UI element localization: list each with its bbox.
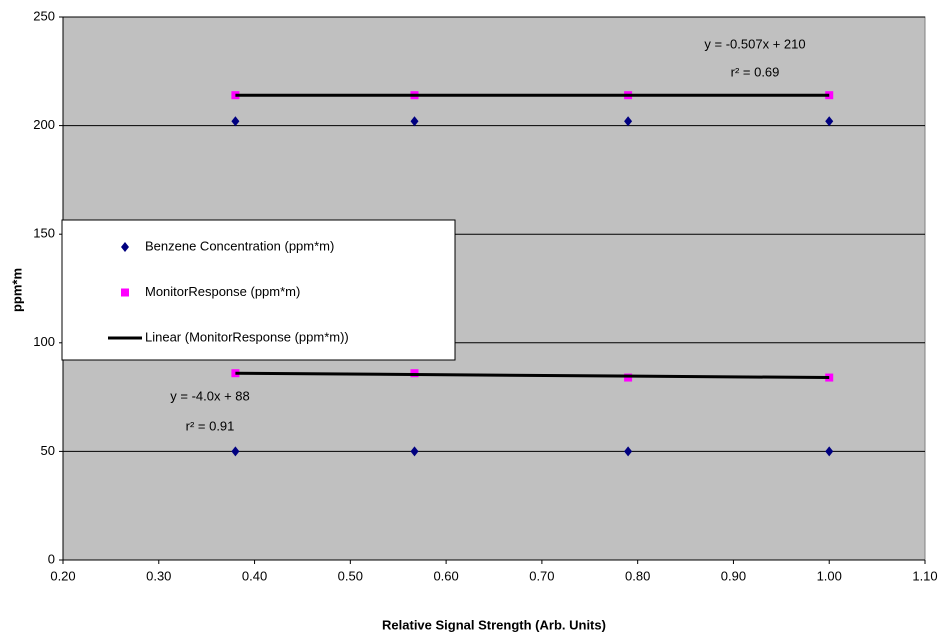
- point: [231, 446, 240, 457]
- trendline-equation: r² = 0.91: [186, 418, 235, 433]
- y-axis-title: ppm*m: [9, 268, 24, 312]
- trendline-equation: r² = 0.69: [731, 64, 780, 79]
- point: [624, 116, 633, 127]
- y-tick-label: 250: [33, 8, 55, 23]
- x-tick-label: 0.60: [433, 568, 458, 583]
- y-tick-label: 50: [41, 443, 55, 458]
- point: [825, 446, 834, 457]
- legend-label: Benzene Concentration (ppm*m): [145, 238, 334, 253]
- y-tick-label: 100: [33, 334, 55, 349]
- point: [825, 116, 834, 127]
- x-axis-title: Relative Signal Strength (Arb. Units): [382, 617, 606, 632]
- legend-marker: [121, 288, 129, 297]
- legend-label: Linear (MonitorResponse (ppm*m)): [145, 329, 349, 344]
- y-tick-label: 200: [33, 117, 55, 132]
- point: [624, 446, 633, 457]
- trendline-equation: y = -0.507x + 210: [704, 36, 805, 51]
- x-tick-label: 0.30: [146, 568, 171, 583]
- x-tick-label: 0.80: [625, 568, 650, 583]
- x-tick-label: 0.70: [529, 568, 554, 583]
- x-tick-label: 0.20: [50, 568, 75, 583]
- point: [410, 446, 419, 457]
- x-tick-label: 0.50: [338, 568, 363, 583]
- x-tick-label: 1.10: [912, 568, 937, 583]
- x-tick-label: 1.00: [817, 568, 842, 583]
- point: [231, 116, 240, 127]
- trendline: [235, 93, 830, 380]
- legend-marker: [121, 242, 129, 252]
- y-tick-label: 150: [33, 226, 55, 241]
- trendline-equation: y = -4.0x + 88: [170, 388, 250, 403]
- point: [410, 116, 419, 127]
- x-tick-label: 0.40: [242, 568, 267, 583]
- legend-label: MonitorResponse (ppm*m): [145, 284, 300, 299]
- y-tick-label: 0: [48, 551, 55, 566]
- x-tick-label: 0.90: [721, 568, 746, 583]
